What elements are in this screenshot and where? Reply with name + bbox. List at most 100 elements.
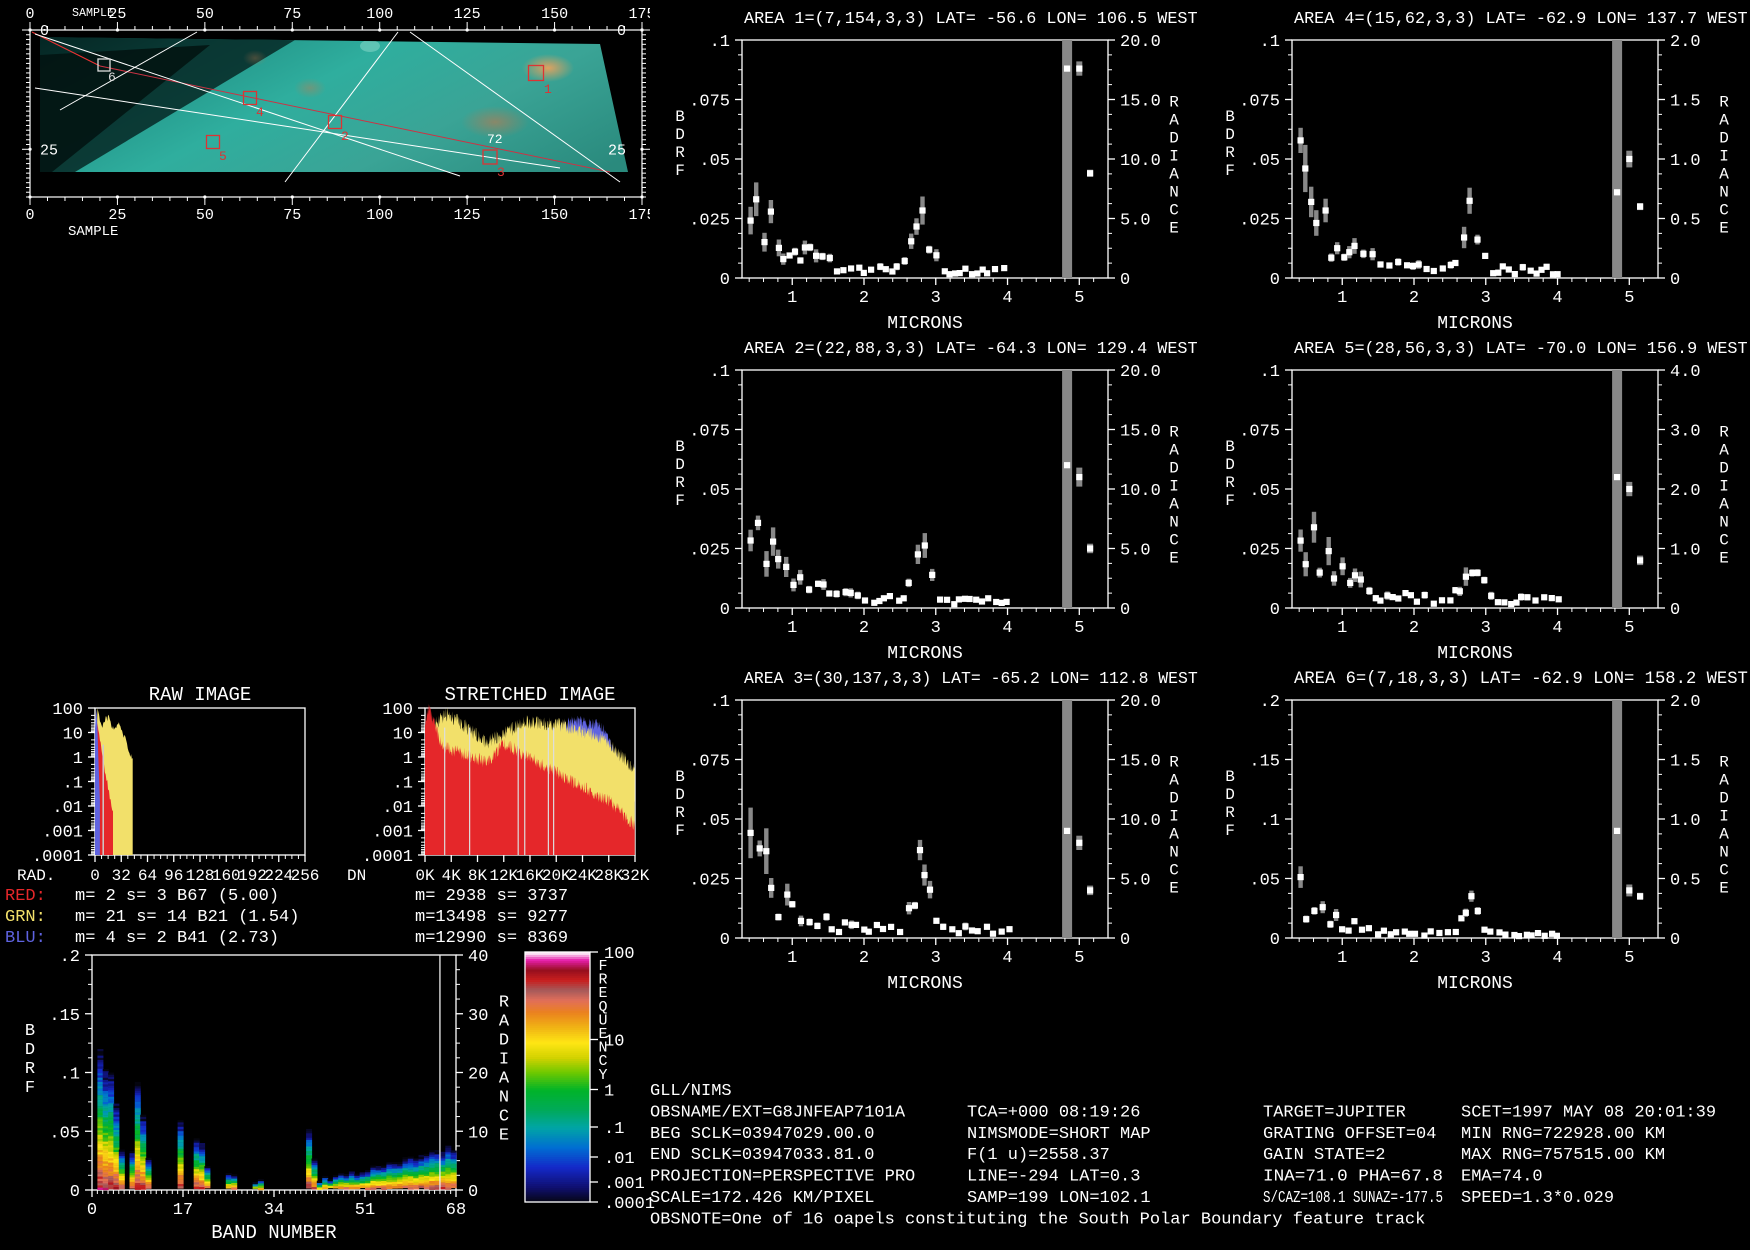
svg-text:.001: .001 — [604, 1175, 645, 1194]
svg-text:S/CAZ=108.1 SUNAZ=-177.5: S/CAZ=108.1 SUNAZ=-177.5 — [1263, 1189, 1443, 1208]
svg-text:4: 4 — [256, 105, 264, 120]
svg-text:F: F — [675, 492, 685, 510]
svg-text:3: 3 — [497, 165, 505, 180]
svg-text:0: 0 — [1670, 601, 1680, 620]
svg-text:.01: .01 — [382, 799, 413, 818]
svg-text:D: D — [1225, 786, 1235, 804]
svg-text:MICRONS: MICRONS — [1437, 314, 1513, 330]
svg-text:10: 10 — [393, 726, 413, 745]
svg-text:R: R — [675, 804, 685, 822]
svg-text:C: C — [1169, 862, 1179, 880]
svg-text:.1: .1 — [604, 1120, 624, 1139]
svg-text:m= 2938 s= 3737: m= 2938 s= 3737 — [415, 887, 568, 906]
svg-text:I: I — [1719, 808, 1729, 826]
svg-text:SCET=1997 MAY 08 20:01:39: SCET=1997 MAY 08 20:01:39 — [1461, 1103, 1716, 1122]
svg-text:B: B — [1225, 768, 1235, 786]
svg-text:AREA 5=(28,56,3,3) LAT= -70.0: AREA 5=(28,56,3,3) LAT= -70.0 LON= 156.9… — [1294, 340, 1748, 359]
svg-text:E: E — [1719, 550, 1729, 568]
svg-text:3: 3 — [931, 619, 941, 638]
svg-text:INA=71.0 PHA=67.8: INA=71.0 PHA=67.8 — [1263, 1168, 1443, 1187]
svg-text:0: 0 — [1270, 271, 1280, 290]
svg-text:100: 100 — [366, 207, 393, 224]
svg-text:R: R — [1225, 804, 1235, 822]
svg-text:51: 51 — [355, 1201, 375, 1220]
svg-text:1: 1 — [1337, 949, 1347, 968]
svg-text:E: E — [1169, 220, 1179, 238]
svg-text:END SCLK=03947033.81.0: END SCLK=03947033.81.0 — [650, 1146, 874, 1165]
svg-text:1: 1 — [787, 619, 797, 638]
svg-text:0: 0 — [617, 23, 626, 40]
svg-text:0: 0 — [25, 207, 34, 224]
svg-text:5: 5 — [1074, 289, 1084, 308]
svg-text:24K: 24K — [568, 867, 597, 885]
svg-text:N: N — [1719, 514, 1729, 532]
svg-text:175: 175 — [628, 207, 650, 224]
svg-text:AREA 1=(7,154,3,3) LAT= -56.6: AREA 1=(7,154,3,3) LAT= -56.6 LON= 106.5… — [744, 10, 1198, 29]
svg-text:2.0: 2.0 — [1670, 482, 1701, 501]
svg-text:F: F — [25, 1079, 35, 1098]
svg-text:0.5: 0.5 — [1670, 212, 1701, 231]
svg-text:L: L — [0, 73, 1, 90]
svg-text:D: D — [25, 1041, 35, 1060]
svg-text:.0001: .0001 — [32, 848, 83, 867]
svg-text:5: 5 — [1624, 949, 1634, 968]
svg-text:2: 2 — [859, 619, 869, 638]
svg-text:20.0: 20.0 — [1120, 363, 1161, 382]
svg-text:256: 256 — [291, 867, 320, 885]
svg-text:2.0: 2.0 — [1670, 693, 1701, 712]
svg-text:2.0: 2.0 — [1670, 33, 1701, 52]
svg-text:.075: .075 — [1239, 93, 1280, 112]
svg-text:R: R — [1169, 754, 1179, 772]
svg-text:I: I — [1169, 478, 1179, 496]
svg-text:BEG SCLK=03947029.00.0: BEG SCLK=03947029.00.0 — [650, 1125, 874, 1144]
svg-text:0: 0 — [1120, 931, 1130, 950]
svg-text:F: F — [1225, 492, 1235, 510]
svg-text:.05: .05 — [1249, 152, 1280, 171]
svg-text:SAMPLE: SAMPLE — [72, 6, 114, 20]
svg-text:2: 2 — [341, 129, 349, 144]
svg-text:1: 1 — [403, 750, 413, 769]
svg-text:20K: 20K — [542, 867, 571, 885]
svg-text:A: A — [1719, 826, 1729, 844]
svg-text:m=13498 s= 9277: m=13498 s= 9277 — [415, 908, 568, 927]
svg-text:D: D — [675, 786, 685, 804]
svg-text:B: B — [1225, 108, 1235, 126]
svg-text:150: 150 — [541, 6, 568, 23]
svg-text:A: A — [1169, 826, 1179, 844]
svg-text:96: 96 — [164, 867, 183, 885]
svg-text:2: 2 — [859, 949, 869, 968]
svg-text:D: D — [675, 456, 685, 474]
svg-text:.1: .1 — [1260, 812, 1280, 831]
svg-text:TCA=+000 08:19:26: TCA=+000 08:19:26 — [967, 1103, 1140, 1122]
svg-text:5.0: 5.0 — [1120, 542, 1151, 561]
svg-text:0K: 0K — [415, 867, 435, 885]
svg-text:40: 40 — [468, 948, 488, 967]
svg-text:R: R — [1169, 424, 1179, 442]
svg-text:SCALE=172.426 KM/PIXEL: SCALE=172.426 KM/PIXEL — [650, 1189, 874, 1208]
svg-text:N: N — [1169, 514, 1179, 532]
svg-text:.2: .2 — [60, 948, 80, 967]
svg-text:0: 0 — [25, 6, 34, 23]
svg-text:5.0: 5.0 — [1120, 212, 1151, 231]
svg-text:AREA 6=(7,18,3,3) LAT= -62.9 L: AREA 6=(7,18,3,3) LAT= -62.9 LON= 158.2 … — [1294, 670, 1748, 689]
svg-text:I: I — [0, 90, 1, 107]
svg-text:E: E — [1169, 550, 1179, 568]
svg-text:R: R — [1225, 144, 1235, 162]
svg-text:F: F — [1225, 162, 1235, 180]
svg-text:.025: .025 — [689, 542, 730, 561]
svg-text:.05: .05 — [699, 482, 730, 501]
svg-text:4: 4 — [1002, 949, 1012, 968]
svg-text:192: 192 — [238, 867, 267, 885]
svg-text:RED:: RED: — [5, 887, 46, 906]
svg-text:1: 1 — [1337, 619, 1347, 638]
svg-text:0: 0 — [1670, 271, 1680, 290]
svg-text:1.5: 1.5 — [1670, 93, 1701, 112]
svg-text:224: 224 — [264, 867, 293, 885]
svg-text:125: 125 — [454, 207, 481, 224]
svg-text:D: D — [1225, 456, 1235, 474]
svg-text:A: A — [1169, 496, 1179, 514]
svg-text:0: 0 — [90, 867, 100, 885]
svg-text:D: D — [1169, 790, 1179, 808]
svg-text:0: 0 — [1270, 931, 1280, 950]
svg-text:2: 2 — [1409, 619, 1419, 638]
